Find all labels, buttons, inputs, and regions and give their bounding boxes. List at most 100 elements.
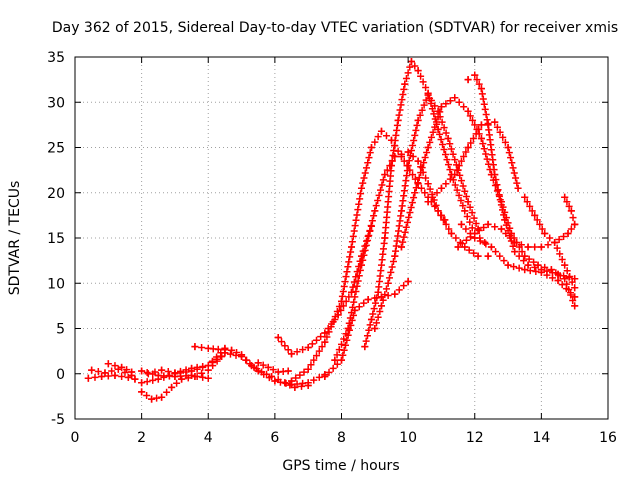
data-point [288, 350, 296, 358]
data-markers [84, 58, 579, 403]
data-point [571, 302, 579, 310]
data-point [571, 293, 579, 301]
y-tick-label: 10 [47, 276, 65, 292]
y-tick-label: 5 [56, 322, 65, 338]
y-tick-label: -5 [51, 412, 65, 428]
data-point [288, 377, 296, 385]
data-point [98, 372, 106, 380]
data-point [491, 118, 499, 126]
data-point [347, 243, 355, 251]
data-point [391, 290, 399, 298]
data-point [321, 329, 329, 337]
series-markers [321, 277, 412, 380]
data-point [484, 252, 492, 260]
y-axis-label: SDTVAR / TECUs [7, 181, 23, 296]
data-point [554, 277, 562, 285]
data-point [248, 362, 256, 370]
data-point [457, 220, 465, 228]
data-point [487, 243, 495, 251]
x-tick-label: 10 [399, 430, 417, 446]
data-point [397, 243, 405, 251]
data-point [511, 248, 519, 256]
series-arc-20 [457, 220, 579, 301]
series-arc-7 [144, 344, 229, 378]
series-arc-3 [104, 360, 136, 376]
data-point [561, 261, 569, 269]
data-point [204, 344, 212, 352]
data-point [357, 261, 365, 269]
data-point [504, 261, 512, 269]
data-point [554, 270, 562, 278]
data-point [84, 374, 92, 382]
data-point [561, 193, 569, 201]
series-markers [331, 148, 492, 364]
y-tick-label: 15 [47, 231, 65, 247]
x-tick-label: 2 [137, 430, 146, 446]
y-tick-label: 35 [47, 50, 65, 66]
x-tick-label: 0 [71, 430, 80, 446]
data-point [258, 368, 266, 376]
series-arc-21 [521, 193, 579, 292]
y-tick-label: 0 [56, 367, 65, 383]
data-point [471, 234, 479, 242]
x-tick-label: 14 [532, 430, 550, 446]
data-point [524, 261, 532, 269]
data-point [437, 184, 445, 192]
data-point [571, 220, 579, 228]
data-point [514, 184, 522, 192]
data-point [304, 344, 312, 352]
series-arc-8 [191, 343, 312, 391]
data-point [387, 162, 395, 170]
data-point [567, 207, 575, 215]
data-point [148, 395, 156, 403]
data-point [477, 134, 485, 142]
data-point [381, 234, 389, 242]
data-point [158, 393, 166, 401]
data-point [271, 377, 279, 385]
data-point [551, 239, 559, 247]
data-point [384, 279, 392, 287]
data-point [304, 382, 312, 390]
data-point [564, 229, 572, 237]
data-point [444, 134, 452, 142]
data-point [264, 363, 272, 371]
data-point [474, 252, 482, 260]
x-tick-label: 12 [466, 430, 484, 446]
data-point [104, 360, 112, 368]
data-point [371, 325, 379, 332]
data-point [537, 268, 545, 276]
data-point [414, 157, 422, 165]
x-axis-label: GPS time / hours [282, 458, 399, 474]
data-point [404, 277, 412, 285]
data-point [171, 369, 179, 377]
x-tick-label: 16 [599, 430, 617, 446]
data-point [188, 364, 196, 372]
data-point [321, 338, 329, 346]
data-point [138, 367, 146, 375]
data-point [404, 162, 412, 170]
data-point [228, 346, 236, 354]
x-tick-label: 6 [270, 430, 279, 446]
data-point [404, 148, 412, 156]
data-point [464, 198, 472, 206]
data-point [331, 356, 339, 364]
data-point [214, 345, 222, 353]
data-point [511, 239, 519, 247]
data-point [414, 67, 422, 75]
data-point [524, 243, 532, 251]
data-point [168, 383, 176, 391]
data-point [88, 366, 96, 374]
data-point [154, 372, 162, 380]
series-markers [138, 349, 329, 389]
data-point [344, 325, 352, 332]
data-point [491, 171, 499, 179]
data-point [397, 207, 405, 215]
data-point [367, 144, 375, 151]
data-point [424, 144, 432, 151]
data-point [374, 288, 382, 296]
data-point [338, 356, 345, 364]
data-point [338, 297, 345, 305]
series-markers [254, 359, 292, 376]
y-tick-label: 20 [47, 186, 65, 202]
data-point [437, 103, 445, 111]
